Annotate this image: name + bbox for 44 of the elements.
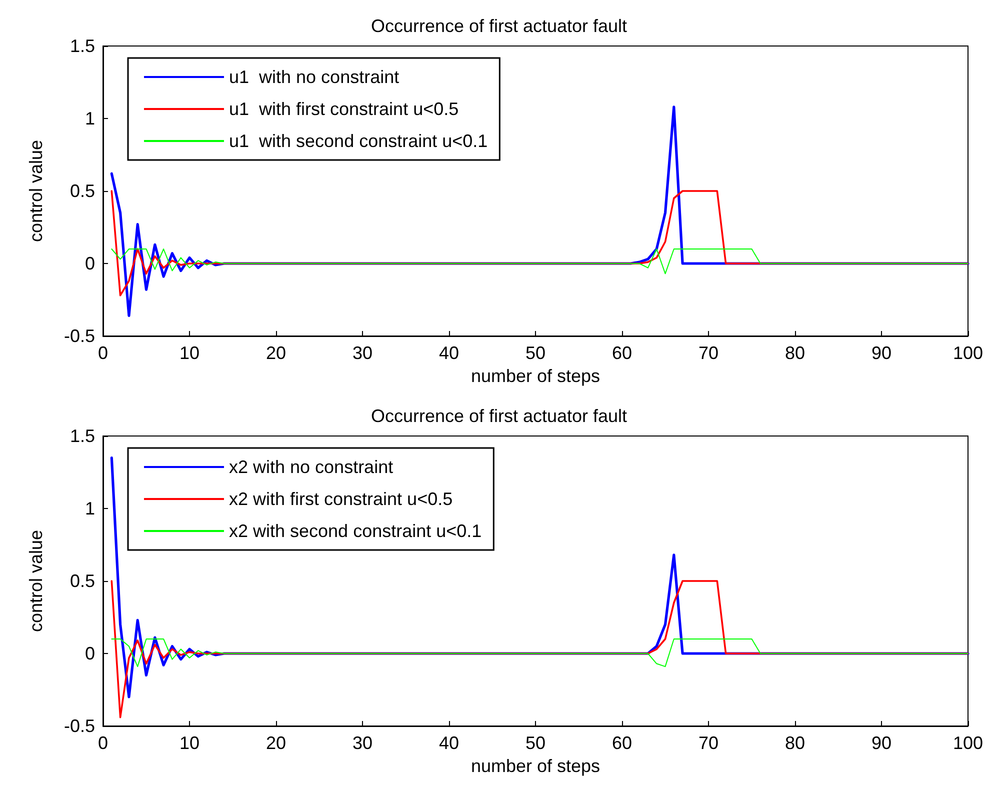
- y-axis-title: control value: [26, 530, 46, 632]
- x-tick-label: 70: [698, 343, 719, 363]
- y-tick-label: 0: [84, 644, 95, 664]
- x-tick-label: 40: [438, 343, 460, 363]
- chart-title: Occurrence of first actuator fault: [370, 406, 628, 426]
- y-tick-label: 0.5: [70, 571, 95, 591]
- legend-label: x2 with no constraint: [229, 457, 394, 477]
- chart-title: Occurrence of first actuator fault: [370, 16, 628, 36]
- x-tick-label: 60: [612, 733, 632, 753]
- y-tick-label: 1: [84, 108, 95, 128]
- y-tick-label: 1: [84, 498, 95, 518]
- x-tick-label: 30: [352, 343, 373, 363]
- x-tick-label: 50: [525, 343, 546, 363]
- legend-label: u1 with second constraint u<0.1: [229, 131, 488, 151]
- legend-label: x2 with first constraint u<0.5: [229, 489, 453, 509]
- legend-label: u1 with first constraint u<0.5: [229, 99, 459, 119]
- x-tick-label: 20: [266, 733, 286, 753]
- x-tick-label: 90: [871, 343, 892, 363]
- x-tick-label: 100: [952, 733, 984, 753]
- y-tick-label: -0.5: [64, 326, 95, 346]
- x-tick-label: 0: [98, 343, 108, 363]
- x-tick-label: 90: [871, 733, 892, 753]
- x-tick-label: 80: [784, 733, 806, 753]
- x-axis-title: number of steps: [470, 756, 600, 776]
- x-tick-label: 50: [525, 733, 546, 753]
- y-axis-title: control value: [26, 140, 46, 242]
- y-tick-label: 0.5: [70, 181, 95, 201]
- x-tick-label: 80: [784, 343, 806, 363]
- y-tick-label: 1.5: [70, 36, 95, 56]
- legend-label: x2 with second constraint u<0.1: [229, 521, 482, 541]
- y-tick-label: 0: [84, 254, 95, 274]
- x-tick-label: 20: [266, 343, 286, 363]
- x-tick-label: 40: [438, 733, 460, 753]
- x-tick-label: 10: [179, 733, 200, 753]
- x-tick-label: 70: [698, 733, 719, 753]
- x-axis-title: number of steps: [470, 366, 600, 386]
- x-tick-label: 60: [612, 343, 632, 363]
- y-tick-label: 1.5: [70, 426, 95, 446]
- x-tick-label: 100: [952, 343, 984, 363]
- legend-label: u1 with no constraint: [229, 67, 400, 87]
- x-tick-label: 0: [98, 733, 108, 753]
- y-tick-label: -0.5: [64, 716, 95, 736]
- x-tick-label: 10: [179, 343, 200, 363]
- x-tick-label: 30: [352, 733, 373, 753]
